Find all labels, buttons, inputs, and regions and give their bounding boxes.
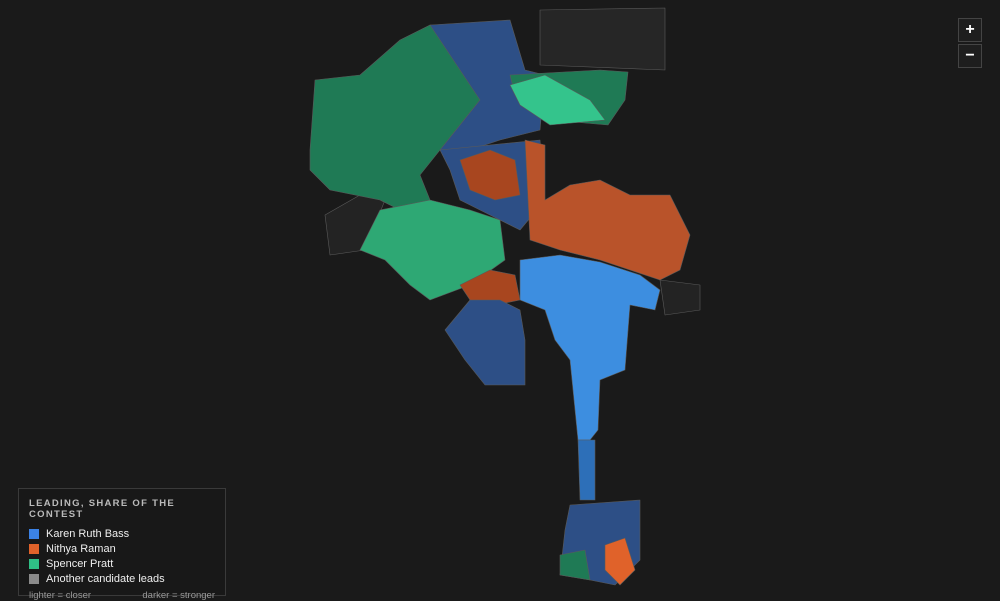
district-region (524, 139, 691, 281)
district-region (359, 199, 506, 301)
legend-title: LEADING, SHARE OF THE CONTEST (29, 498, 176, 520)
outside-area (539, 7, 666, 71)
district-region (444, 299, 526, 386)
legend-swatch (29, 528, 39, 539)
legend-item: Spencer Pratt (29, 556, 215, 571)
legend-note: lighter = closer (29, 590, 92, 601)
legend-notes: lighter = closer darker = stronger (29, 590, 215, 601)
district-region (309, 24, 481, 211)
outside-area (659, 279, 701, 316)
legend: LEADING, SHARE OF THE CONTEST Karen Ruth… (18, 488, 226, 601)
legend-swatch (29, 573, 39, 584)
legend-label: Karen Ruth Bass (46, 527, 130, 540)
district-region (519, 254, 661, 441)
legend-swatch (29, 543, 39, 554)
legend-item: Karen Ruth Bass (29, 526, 215, 541)
district-region (577, 439, 596, 501)
legend-label: Nithya Raman (46, 542, 116, 555)
district-region (509, 74, 606, 126)
district-region (429, 19, 546, 151)
legend-label: Another candidate leads (46, 572, 165, 585)
legend-item: Another candidate leads (29, 571, 215, 586)
legend-label: Spencer Pratt (46, 557, 114, 570)
legend-note: darker = stronger (142, 590, 215, 601)
legend-swatch (29, 558, 39, 569)
district-region (604, 537, 636, 586)
district-region (559, 549, 591, 581)
zoom-in[interactable]: + (958, 18, 982, 42)
legend-item: Nithya Raman (29, 541, 215, 556)
district-region (459, 149, 521, 201)
zoom-out[interactable]: − (958, 44, 982, 68)
